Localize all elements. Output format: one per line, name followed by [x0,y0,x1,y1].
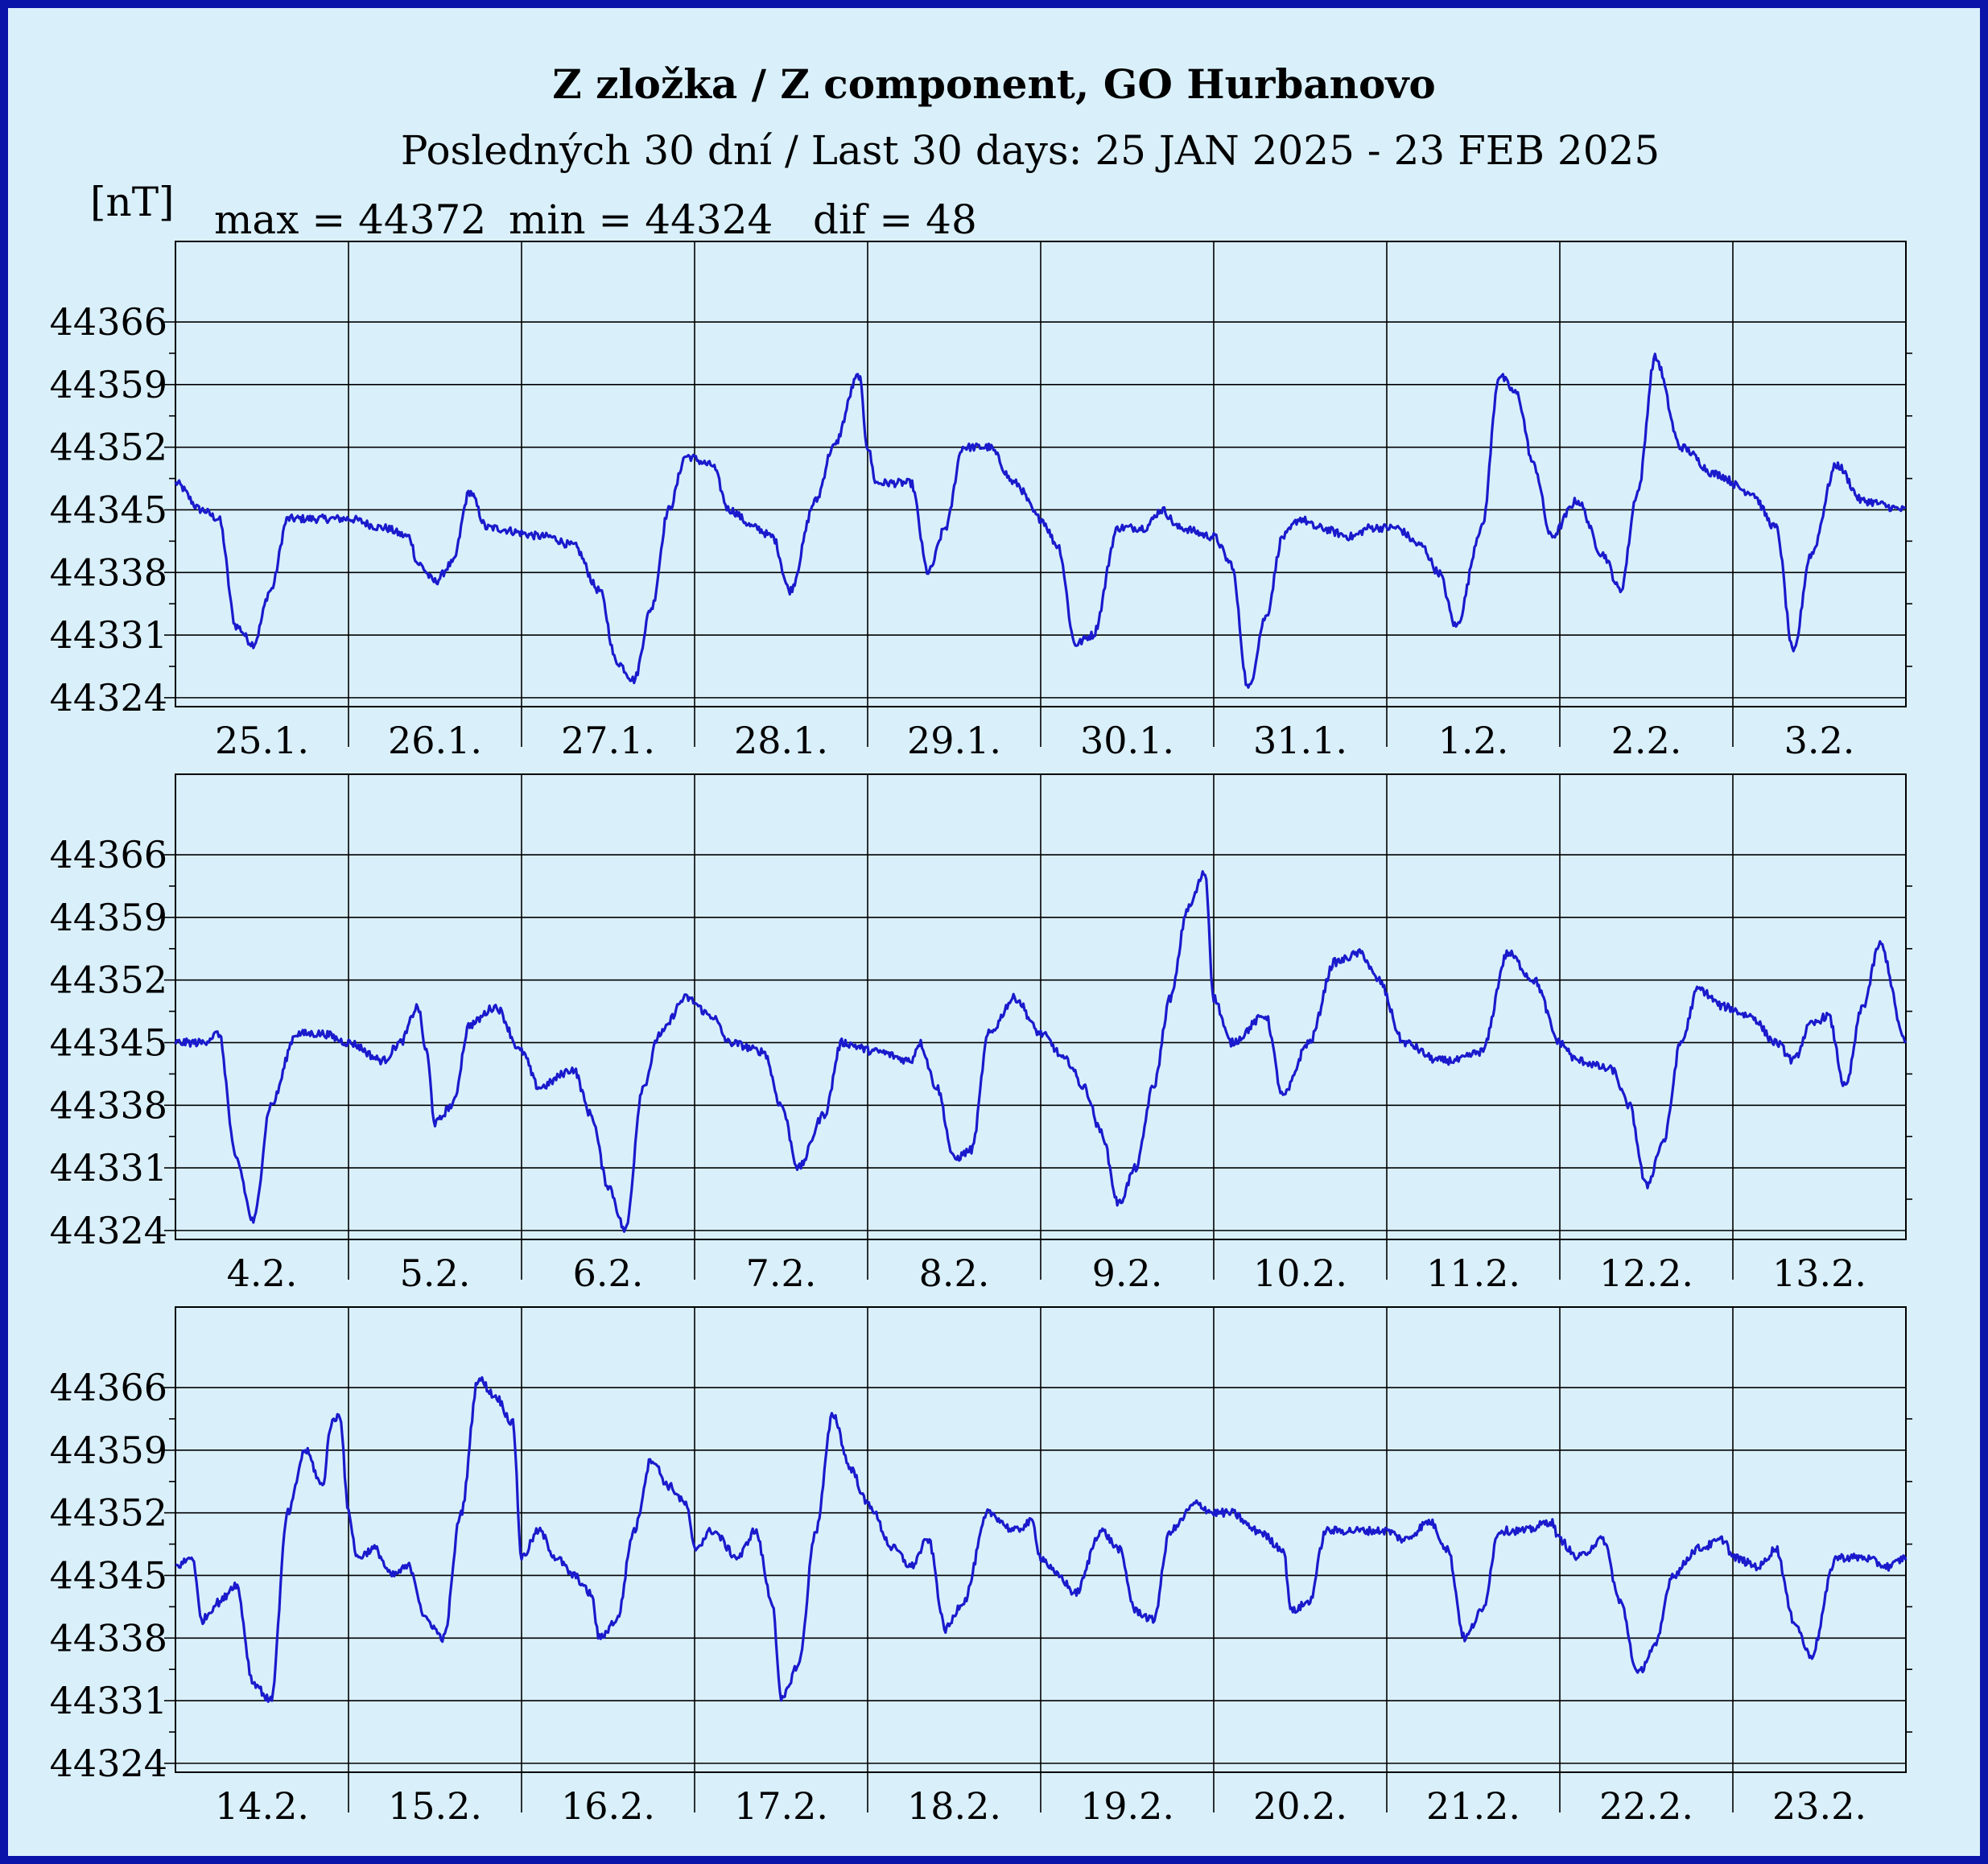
stat-dif-label: dif = 48 [813,196,977,243]
y-tick-label: 44331 [50,1679,167,1722]
stat-min-label: min = 44324 [509,196,773,243]
x-day-label: 16.2. [561,1784,655,1828]
x-day-label: 27.1. [561,719,655,762]
x-day-label: 20.2. [1253,1784,1347,1828]
x-day-label: 25.1. [215,719,309,762]
chart-subtitle: Posledných 30 dní / Last 30 days: 25 JAN… [401,127,1660,174]
x-day-label: 6.2. [573,1252,644,1295]
y-tick-label: 44359 [50,896,167,939]
panels-layer: 44324 44331 44338 44345 44352 44359 44366 25.1.… [50,241,1912,1828]
y-tick-label: 44345 [50,1553,167,1597]
x-day-label: 30.1. [1080,719,1174,762]
x-day-label: 28.1. [734,719,828,762]
x-day-label: 31.1. [1253,719,1347,762]
series-line-z-component [174,353,1907,689]
x-day-label: 13.2. [1772,1252,1866,1295]
y-tick-label: 44345 [50,488,167,531]
x-day-label: 14.2. [215,1784,309,1828]
panel-1: 44324 44331 44338 44345 44352 44359 44366 25.1.… [50,241,1912,762]
y-tick-label: 44359 [50,1429,167,1472]
x-day-label: 11.2. [1426,1252,1520,1295]
y-tick-label: 44345 [50,1021,167,1064]
x-day-label: 18.2. [907,1784,1001,1828]
x-day-label: 19.2. [1080,1784,1174,1828]
x-day-label: 17.2. [734,1784,828,1828]
series-line-z-component [175,1375,1908,1703]
y-axis-unit-label: [nT] [90,179,175,225]
x-day-label: 7.2. [746,1252,817,1295]
y-tick-label: 44352 [50,959,167,1002]
y-tick-label: 44324 [50,1742,167,1785]
x-day-label: 5.2. [400,1252,471,1295]
y-tick-label: 44352 [50,1491,167,1535]
series-line-z-component [174,870,1908,1233]
y-tick-label: 44359 [50,363,167,406]
y-tick-label: 44331 [50,613,167,657]
panel-2: 44324 44331 44338 44345 44352 44359 44366 4.2. 5… [50,773,1912,1295]
x-day-label: 22.2. [1599,1784,1693,1828]
y-tick-label: 44331 [50,1146,167,1190]
x-day-label: 10.2. [1253,1252,1347,1295]
stat-max-label: max = 44372 [214,196,486,243]
x-day-label: 15.2. [388,1784,482,1828]
y-tick-label: 44366 [50,833,167,876]
y-tick-label: 44366 [50,1366,167,1409]
x-day-label: 9.2. [1092,1252,1163,1295]
y-tick-label: 44338 [50,1083,167,1127]
y-tick-label: 44338 [50,1616,167,1660]
x-day-label: 29.1. [907,719,1001,762]
x-day-label: 3.2. [1784,719,1855,762]
y-tick-label: 44338 [50,551,167,594]
x-day-label: 8.2. [919,1252,990,1295]
chart-title: Z zložka / Z component, GO Hurbanovo [552,60,1436,108]
y-tick-label: 44352 [50,426,167,469]
y-tick-label: 44366 [50,300,167,344]
y-tick-label: 44324 [50,676,167,720]
x-day-label: 12.2. [1599,1252,1693,1295]
x-day-label: 23.2. [1772,1784,1866,1828]
x-day-label: 21.2. [1426,1784,1520,1828]
y-tick-label: 44324 [50,1209,167,1252]
x-day-label: 2.2. [1611,719,1682,762]
panel-3: 44324 44331 44338 44345 44352 44359 44366 14.2.… [50,1306,1912,1828]
x-day-label: 1.2. [1438,719,1509,762]
x-day-label: 26.1. [388,719,482,762]
x-day-label: 4.2. [227,1252,298,1295]
